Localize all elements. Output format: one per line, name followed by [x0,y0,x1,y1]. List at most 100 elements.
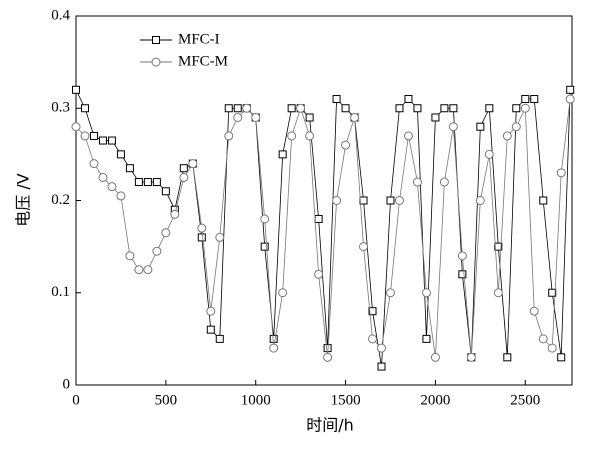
data-point [475,196,485,205]
data-point [179,164,188,173]
data-point [188,159,198,169]
data-point [287,104,296,113]
data-point [98,172,108,182]
data-point [287,131,297,141]
y-axis-label: 电压 /V [14,173,33,226]
data-point [412,177,422,187]
data-point [161,228,171,238]
data-point [476,122,485,131]
data-point [332,95,341,104]
data-point [386,196,395,205]
data-point [503,353,512,362]
data-point [502,131,512,141]
data-point [341,140,351,150]
data-point [197,223,207,233]
y-tick-label: 0.2 [51,192,70,208]
data-point [421,288,431,298]
data-point [431,113,440,122]
data-point [215,334,224,343]
data-point [224,131,234,141]
data-point [538,334,548,344]
data-point [251,112,261,122]
data-point [323,352,333,362]
data-point [80,104,89,113]
legend-marker [151,57,161,67]
data-point [215,232,225,242]
data-point [395,104,404,113]
data-point [152,178,161,187]
data-point [359,196,368,205]
data-point [547,343,557,353]
data-point [107,136,116,145]
legend-label: MFC-M [178,53,228,69]
data-point [377,362,386,371]
data-point [161,187,170,196]
data-point [206,306,216,316]
data-point [422,334,431,343]
data-point [512,104,521,113]
data-point [368,307,377,316]
data-point [385,288,395,298]
data-point [224,104,233,113]
y-tick-label: 0.1 [51,284,70,300]
y-tick-label: 0.4 [51,7,70,23]
data-point [557,353,566,362]
data-point [116,191,126,201]
data-point [403,131,413,141]
data-point [377,343,387,353]
data-point [233,104,242,113]
data-point [548,288,557,297]
data-point [305,131,315,141]
data-point [350,112,360,122]
data-point [394,196,404,205]
data-point [305,113,314,122]
data-point [242,103,252,113]
data-point [529,306,539,316]
data-point [493,288,503,298]
data-point [511,122,521,132]
data-point [143,178,152,187]
data-point [260,242,269,251]
data-point [565,94,575,104]
data-point [458,270,467,279]
data-point [296,103,306,113]
data-point [520,103,530,113]
data-point [72,85,80,94]
data-point [134,265,144,275]
x-tick-label: 500 [155,392,178,408]
data-point [440,104,449,113]
data-point [134,178,143,187]
data-point [206,325,215,334]
data-point [485,104,494,113]
x-tick-label: 0 [72,392,80,408]
data-point [98,136,107,145]
data-point [404,95,413,104]
data-point [314,269,324,279]
data-point [170,209,180,219]
data-point [116,150,125,159]
y-tick-label: 0 [63,376,71,392]
data-point [430,352,440,362]
plot-frame [75,15,573,386]
data-point [484,149,494,159]
data-point [359,242,369,252]
legend-marker [152,36,160,44]
data-point [439,177,449,187]
data-point [125,164,134,173]
data-point [368,334,378,344]
data-point [530,95,539,104]
data-point [566,85,575,94]
data-point [466,352,476,362]
y-tick-label: 0.3 [51,100,70,116]
data-point [179,172,189,182]
data-point [143,265,153,275]
x-tick-label: 2500 [510,392,540,408]
x-tick-label: 1500 [331,392,361,408]
data-point [233,112,243,122]
series-line [75,98,571,358]
data-point [341,104,350,113]
x-tick-label: 2000 [420,392,450,408]
data-point [448,122,458,132]
data-point [457,251,467,261]
data-point [107,182,117,192]
